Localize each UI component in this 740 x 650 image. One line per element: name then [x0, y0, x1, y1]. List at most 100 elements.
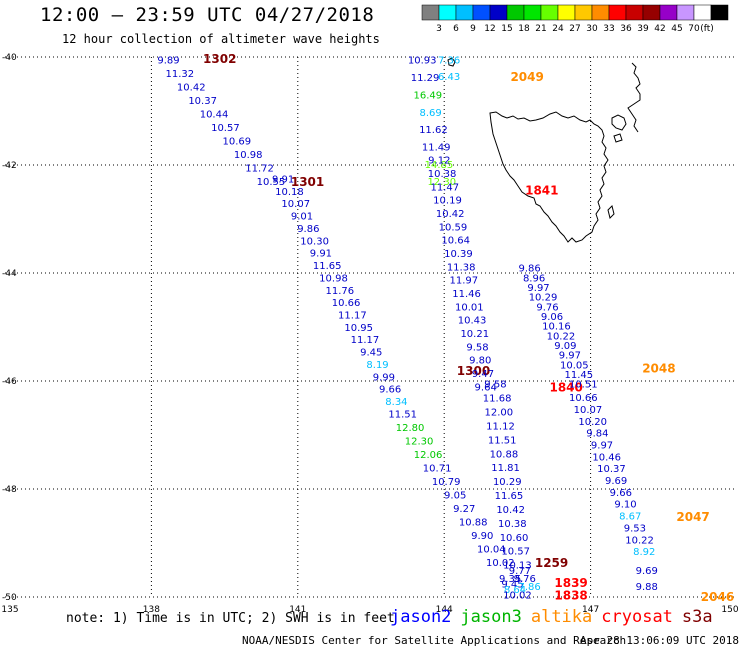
lon-tick-label: 144	[436, 605, 453, 615]
track-time-label: 1300	[457, 364, 490, 378]
wave-height-value: 9.97	[559, 351, 581, 362]
chart-title: 12:00 – 23:59 UTC 04/27/2018	[40, 4, 375, 26]
color-swatch	[608, 4, 627, 21]
wave-height-value: 9.69	[636, 566, 658, 577]
wave-height-value: 10.37	[188, 96, 217, 107]
satellite-legend-jason3: jason3	[460, 607, 522, 627]
wave-height-value: 11.32	[166, 69, 195, 80]
wave-height-value: 8.64	[504, 585, 526, 596]
mainland-coast-path	[627, 62, 641, 133]
wave-height-value: 11.29	[411, 73, 440, 84]
track-time-label: 2047	[676, 510, 709, 524]
wave-height-value: 10.42	[496, 505, 525, 516]
chart-subtitle: 12 hour collection of altimeter wave hei…	[62, 32, 380, 46]
track-time-label: 1839	[554, 576, 587, 590]
wave-height-value: 10.18	[275, 187, 304, 198]
wave-height-value: 9.91	[272, 175, 294, 186]
lon-tick-label: 141	[289, 605, 306, 615]
wave-height-value: 9.66	[379, 385, 401, 396]
wave-height-value: 10.43	[458, 316, 487, 327]
wave-height-value: 11.17	[351, 335, 380, 346]
wave-height-value: 10.57	[211, 123, 240, 134]
wave-height-value: 10.19	[433, 196, 462, 207]
color-scale-label: 42	[654, 24, 665, 34]
color-scale-label: 45	[671, 24, 682, 34]
wave-height-value: 11.51	[488, 435, 517, 446]
lat-tick-label: -42	[2, 161, 17, 171]
color-swatch	[506, 4, 525, 21]
wave-height-value: 10.07	[574, 405, 603, 416]
tasmania-coastline-path	[489, 111, 609, 243]
wave-height-value: 9.10	[614, 500, 636, 511]
wave-height-value: 9.06	[541, 312, 563, 323]
satellite-legend-s3a: s3a	[681, 607, 713, 627]
color-scale-label: 24	[552, 24, 564, 34]
wave-height-value: 10.69	[222, 137, 251, 148]
flinders-island-path	[611, 114, 627, 131]
wave-height-value: 10.02	[486, 558, 515, 569]
wave-height-value: 11.72	[245, 164, 274, 175]
track-time-label: 1841	[525, 183, 558, 197]
wave-height-value: 10.64	[441, 236, 470, 247]
wave-height-value: 8.69	[419, 108, 441, 119]
wave-height-value: 11.12	[486, 421, 515, 432]
wave-height-value: 10.29	[493, 477, 522, 488]
color-scale-label: 33	[603, 24, 614, 34]
wave-height-value: 9.86	[297, 224, 319, 235]
wave-height-value: 11.68	[483, 394, 512, 405]
wave-height-value: 14.85	[425, 160, 454, 171]
wave-height-value: 10.22	[547, 331, 576, 342]
wave-height-value: 9.84	[586, 429, 608, 440]
track-time-label: 2049	[510, 70, 543, 84]
color-swatch	[625, 4, 644, 21]
wave-height-value: 6.43	[438, 72, 460, 83]
wave-height-value: 10.42	[177, 83, 206, 94]
wave-height-value: 9.76	[514, 574, 536, 585]
wave-height-value: 11.62	[419, 125, 448, 136]
wave-height-value: 10.88	[490, 449, 519, 460]
track-time-label: 2046	[701, 590, 734, 604]
wave-height-value: 8.96	[523, 273, 545, 284]
lon-tick-label: 150	[721, 605, 738, 615]
wave-height-value: 9.58	[484, 380, 506, 391]
wave-height-value: 10.66	[332, 298, 361, 309]
wave-height-value: 9.47	[472, 369, 494, 380]
wave-height-value: 10.51	[569, 380, 598, 391]
wave-height-value: 9.77	[509, 566, 531, 577]
wave-height-value: 10.60	[500, 533, 529, 544]
color-swatch	[455, 4, 474, 21]
wave-height-value: 7.36	[438, 56, 460, 67]
wave-height-value: 11.17	[338, 310, 367, 321]
wave-height-value: 10.16	[542, 322, 571, 333]
wave-height-value: 11.51	[388, 409, 417, 420]
wave-height-value: 9.89	[157, 56, 179, 67]
wave-height-value: 10.46	[592, 452, 621, 463]
altimeter-tracks: 9.8911.3210.4210.3710.4410.5710.6910.981…	[157, 52, 734, 604]
wave-height-value: 8.34	[385, 397, 407, 408]
wave-height-value: 10.21	[460, 329, 489, 340]
color-swatch	[591, 4, 610, 21]
wave-height-value: 8.92	[633, 547, 655, 558]
note-text: note: 1) Time is in UTC; 2) SWH is in fe…	[66, 611, 395, 626]
wave-height-value: 9.90	[471, 531, 493, 542]
wave-height-value: 10.79	[432, 477, 461, 488]
wave-height-value: 11.97	[450, 276, 479, 287]
wave-height-value: 11.46	[452, 289, 481, 300]
wave-height-value: 16.49	[413, 90, 442, 101]
wave-height-value: 9.05	[444, 490, 466, 501]
color-swatch	[710, 4, 729, 21]
footer-credit: NOAA/NESDIS Center for Satellite Applica…	[242, 634, 627, 647]
color-scale-bar: 3 6 9 12 15 18 21 24 27 30 33 36 39 42 45 70 (ft)	[421, 4, 729, 34]
color-scale-label: 3	[436, 24, 442, 34]
track-time-label: 1259	[535, 556, 568, 570]
wave-height-value: 12.00	[484, 408, 513, 419]
wave-height-value: 10.29	[529, 293, 558, 304]
lon-tick-label: 147	[582, 605, 599, 615]
wave-height-value: 10.37	[597, 464, 626, 475]
color-swatch	[642, 4, 661, 21]
color-scale-label: 9	[470, 24, 476, 34]
satellite-legend-cryosat: cryosat	[601, 607, 673, 627]
cape-barren-island-path	[613, 133, 623, 143]
track-time-label: 1838	[554, 588, 587, 602]
wave-height-value: 9.86	[518, 264, 540, 275]
